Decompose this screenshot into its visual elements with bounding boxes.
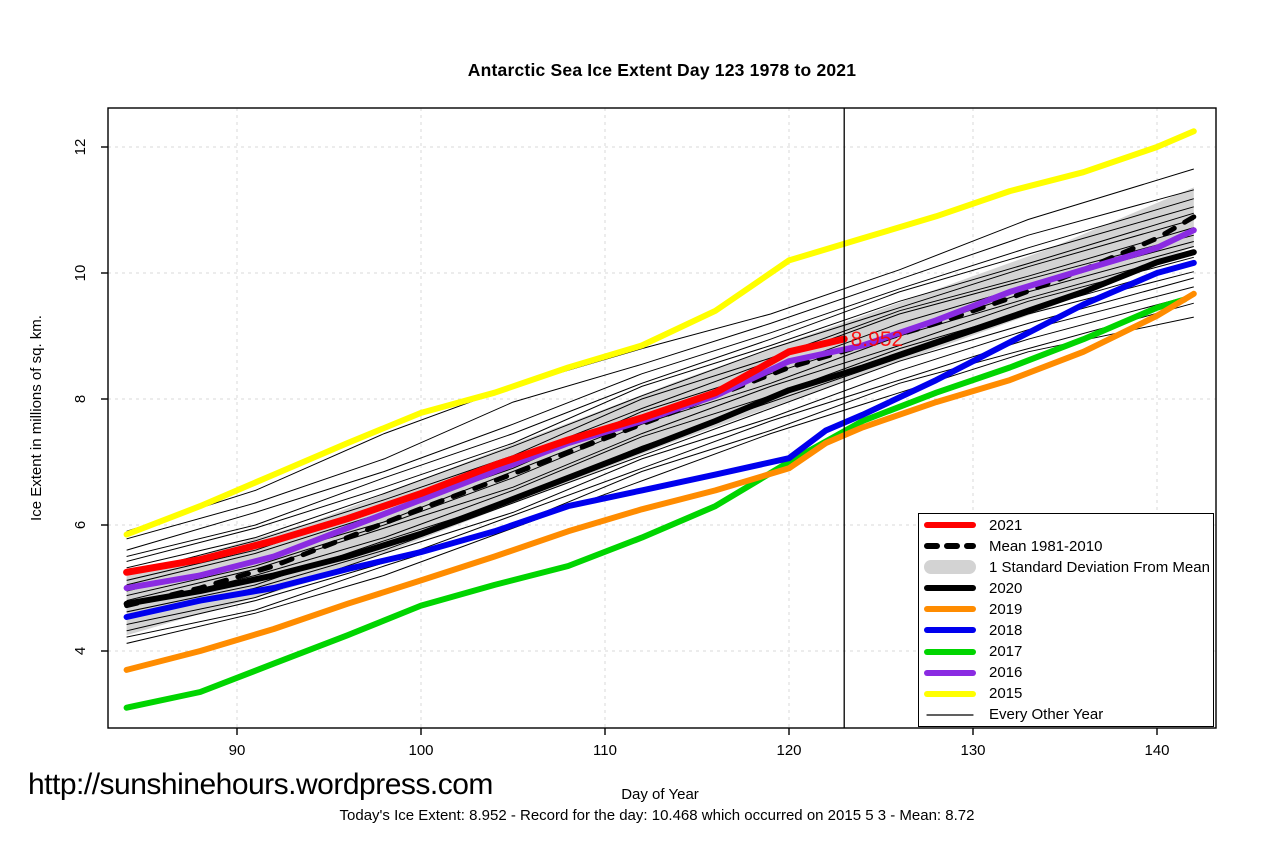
series-line-2018 bbox=[123, 259, 1197, 620]
legend-item: Every Other Year bbox=[919, 705, 1213, 725]
every-other-year-line bbox=[126, 316, 1194, 644]
every-other-year-line bbox=[126, 277, 1194, 619]
legend-swatch-thick-icon bbox=[919, 517, 981, 533]
legend-label: 2020 bbox=[989, 579, 1023, 597]
legend-label: 2018 bbox=[989, 621, 1023, 639]
every-other-year-line bbox=[126, 212, 1194, 562]
legend-swatch-graphic bbox=[924, 522, 976, 529]
legend-item: 2017 bbox=[919, 642, 1213, 662]
legend-swatch-thick-icon bbox=[919, 665, 981, 681]
legend-item: 1 Standard Deviation From Mean bbox=[919, 557, 1213, 577]
legend-swatch-graphic bbox=[924, 543, 976, 550]
every-other-year-line bbox=[126, 198, 1194, 551]
y-tick-label: 8 bbox=[72, 394, 89, 404]
legend-swatch-thick-icon bbox=[919, 686, 981, 702]
every-other-year-line bbox=[126, 227, 1194, 575]
legend-swatch-graphic bbox=[924, 560, 976, 575]
every-other-year-line bbox=[126, 219, 1194, 569]
x-tick-label: 140 bbox=[1144, 742, 1170, 759]
legend-swatch-dashed-icon bbox=[919, 538, 981, 554]
x-tick-label: 90 bbox=[228, 742, 246, 759]
legend-swatch-graphic bbox=[924, 585, 976, 592]
every-other-year-line bbox=[126, 302, 1194, 638]
axis-ticks bbox=[101, 146, 1158, 735]
legend-label: 2017 bbox=[989, 643, 1023, 661]
x-axis-label: Day of Year bbox=[621, 786, 699, 803]
legend-item: 2016 bbox=[919, 663, 1213, 683]
legend-item: 2021 bbox=[919, 515, 1213, 535]
legend-swatch-graphic bbox=[924, 606, 976, 613]
legend-swatch-graphic bbox=[924, 648, 976, 655]
page-title: Antarctic Sea Ice Extent Day 123 1978 to… bbox=[467, 60, 857, 80]
legend-item: 2015 bbox=[919, 684, 1213, 704]
every-other-year-line bbox=[126, 206, 1194, 557]
legend-item: 2018 bbox=[919, 620, 1213, 640]
series-line-2017 bbox=[123, 296, 1188, 711]
legend-item: Mean 1981-2010 bbox=[919, 536, 1213, 556]
legend-swatch-thick-icon bbox=[919, 622, 981, 638]
legend-label: 2021 bbox=[989, 516, 1023, 534]
legend-swatch-thin-icon bbox=[919, 707, 981, 723]
legend-label: Every Other Year bbox=[989, 706, 1104, 724]
x-tick-label: 110 bbox=[593, 742, 617, 759]
x-tick-label: 120 bbox=[776, 742, 802, 759]
plot-border bbox=[107, 107, 1217, 729]
legend-swatch-thick-icon bbox=[919, 601, 981, 617]
y-tick-label: 6 bbox=[72, 520, 89, 530]
legend-item: 2020 bbox=[919, 578, 1213, 598]
band-swatch bbox=[924, 560, 976, 575]
y-tick-label: 4 bbox=[72, 646, 89, 656]
legend-label: 2015 bbox=[989, 685, 1023, 703]
value-annotation: 8.952 bbox=[851, 328, 904, 351]
y-tick-label: 10 bbox=[72, 264, 89, 282]
series-line-2020 bbox=[123, 249, 1197, 607]
x-tick-label: 100 bbox=[408, 742, 434, 759]
data-layer bbox=[123, 128, 1197, 711]
every-other-year-line bbox=[126, 189, 1194, 540]
legend: 2021 Mean 1981-2010 1 Standard Deviation F… bbox=[918, 513, 1214, 727]
source-url: http://sunshinehours.wordpress.com bbox=[28, 768, 493, 801]
legend-item: 2019 bbox=[919, 599, 1213, 619]
x-tick-label: 130 bbox=[960, 742, 986, 759]
series-line-2021 bbox=[123, 335, 848, 576]
legend-swatch-graphic bbox=[924, 690, 976, 697]
series-line-2015 bbox=[123, 128, 1197, 538]
series-line-2019 bbox=[123, 290, 1197, 673]
legend-swatch-graphic bbox=[924, 669, 976, 676]
legend-swatch-graphic bbox=[926, 714, 974, 716]
legend-label: Mean 1981-2010 bbox=[989, 537, 1103, 555]
every-other-year-line bbox=[126, 256, 1194, 602]
legend-swatch-band-icon bbox=[919, 559, 981, 575]
y-tick-label: 12 bbox=[72, 138, 89, 156]
legend-label: 2016 bbox=[989, 664, 1023, 682]
status-text: Today's Ice Extent: 8.952 - Record for t… bbox=[339, 807, 975, 824]
legend-swatch-thick-icon bbox=[919, 580, 981, 596]
every-other-year-line bbox=[126, 251, 1194, 597]
legend-label: 1 Standard Deviation From Mean bbox=[989, 558, 1210, 576]
legend-swatch-thick-icon bbox=[919, 644, 981, 660]
legend-label: 2019 bbox=[989, 600, 1023, 618]
legend-swatch-graphic bbox=[924, 627, 976, 634]
